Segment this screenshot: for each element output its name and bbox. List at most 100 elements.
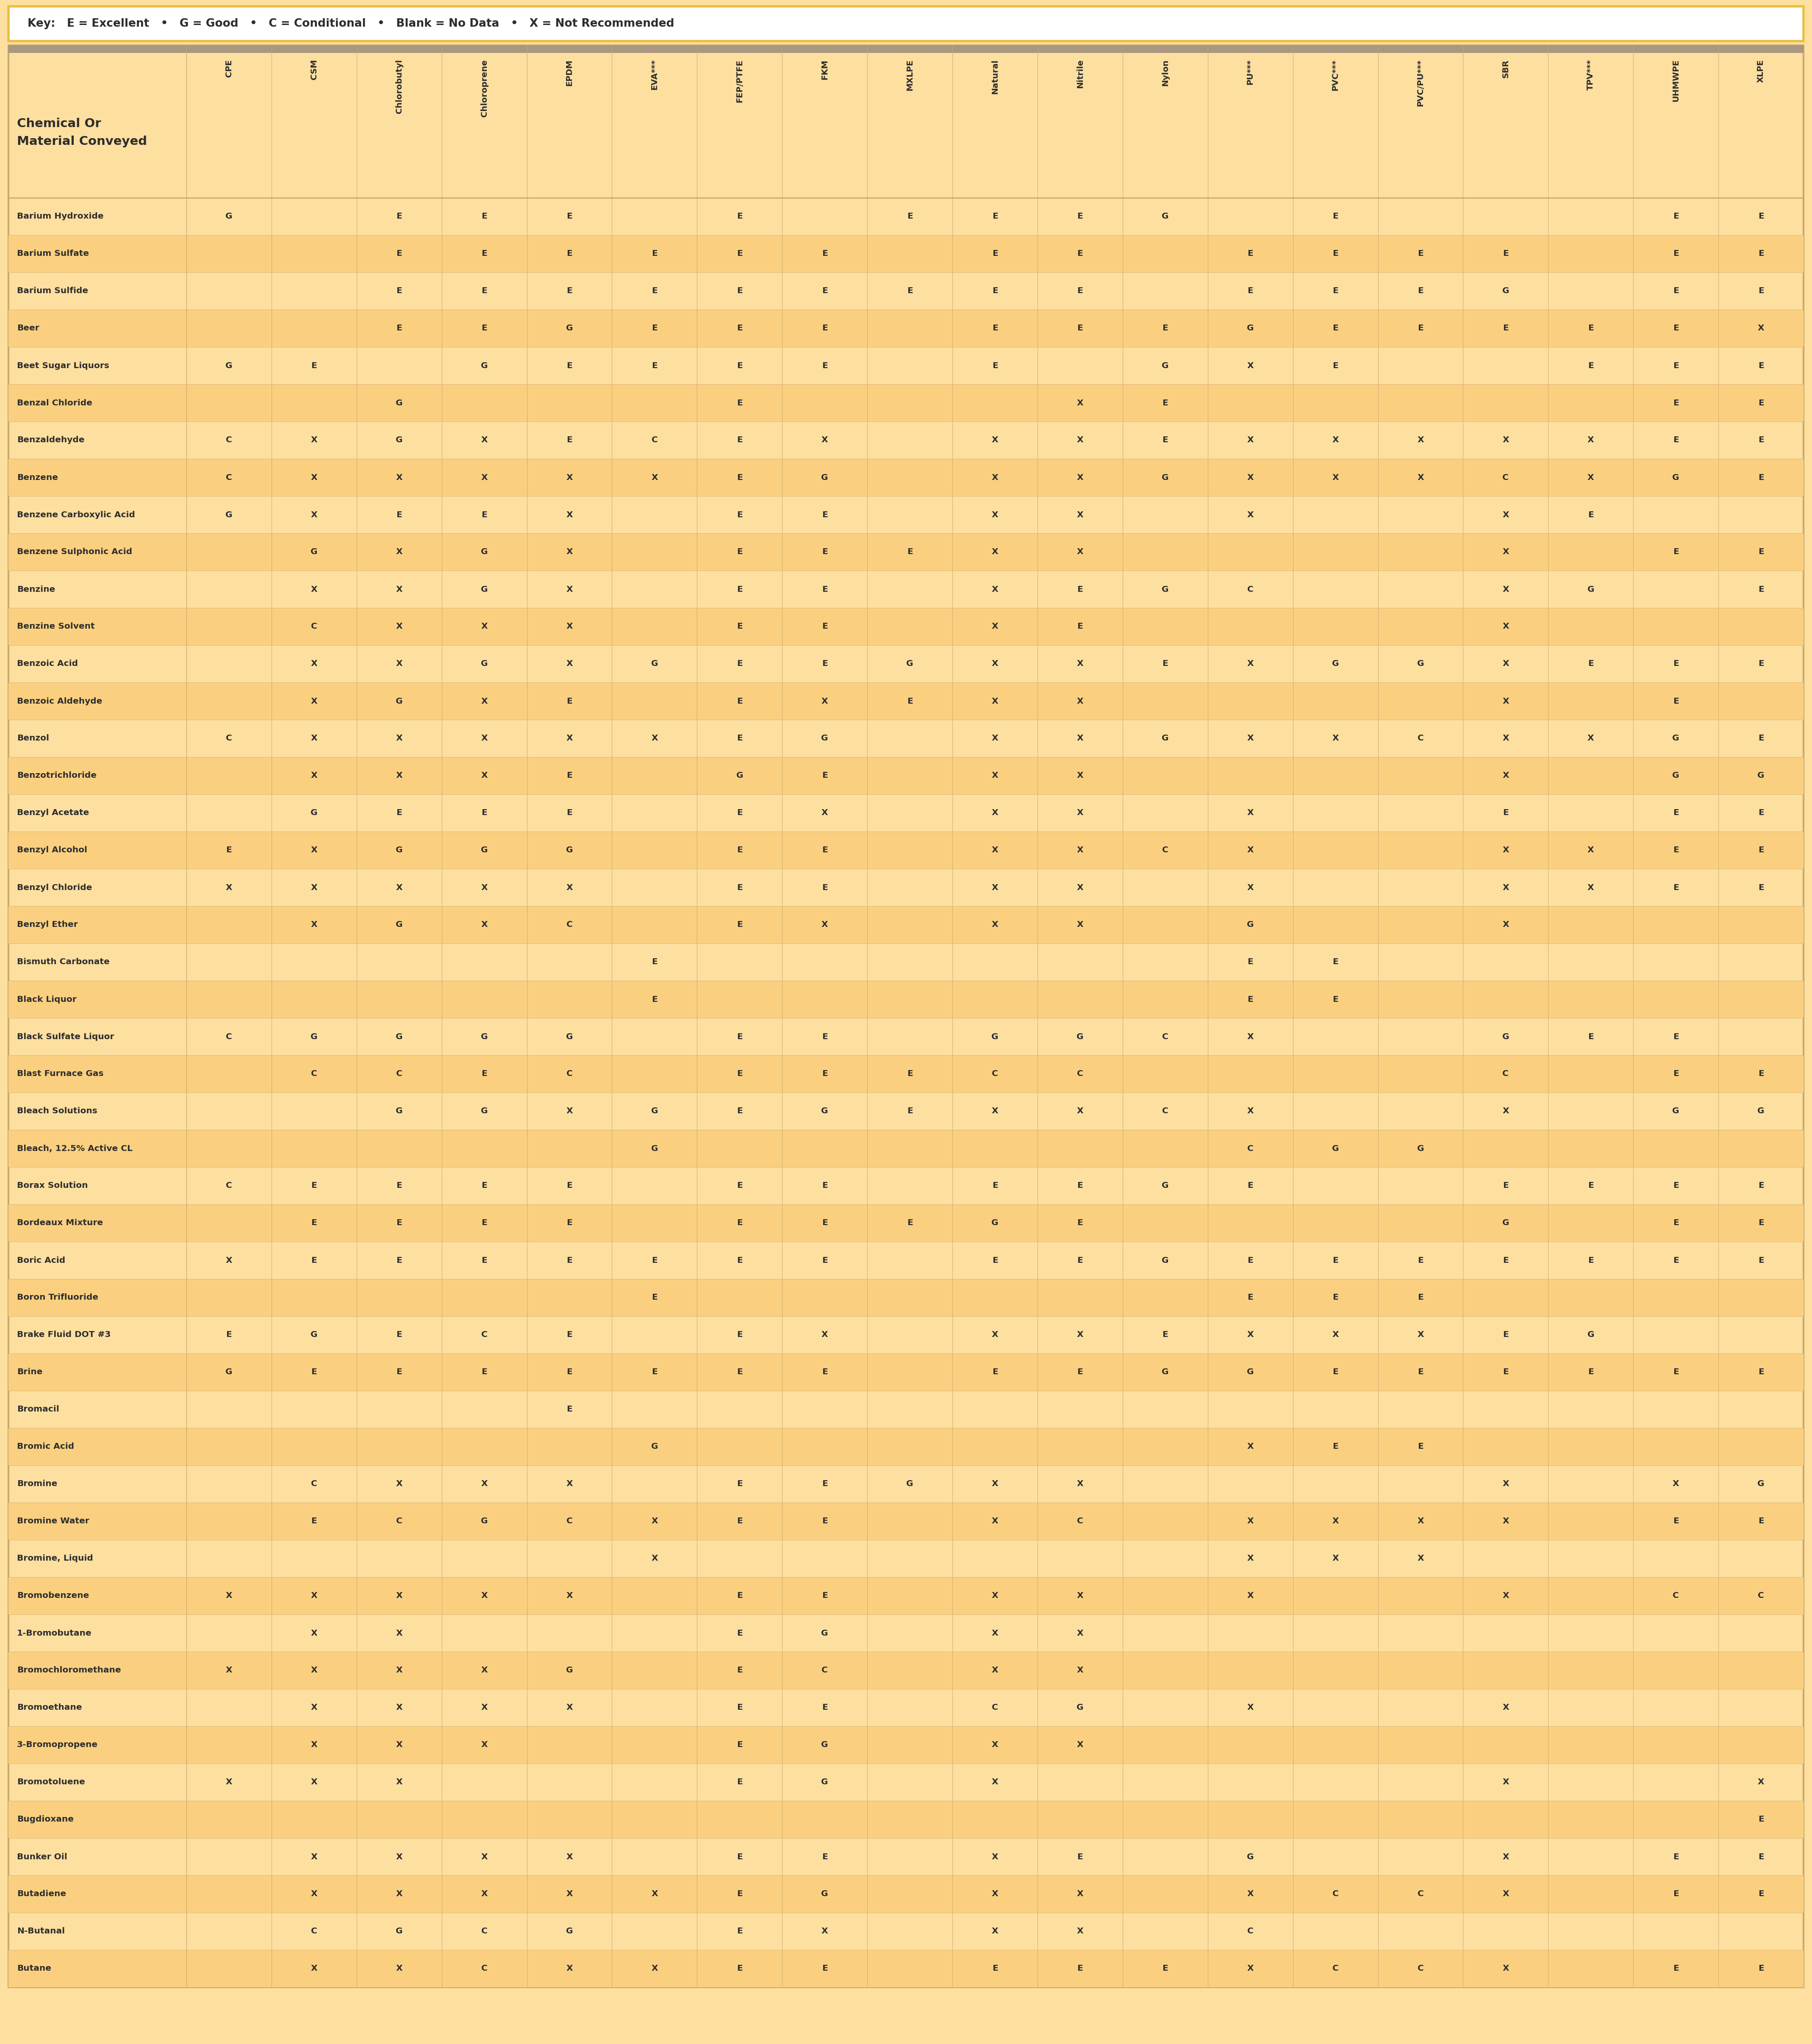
Text: E: E <box>991 325 998 333</box>
Text: E: E <box>823 1592 828 1600</box>
Text: G: G <box>991 1032 998 1040</box>
Text: X: X <box>1502 734 1509 742</box>
Text: X: X <box>1502 1852 1509 1860</box>
Text: E: E <box>737 1367 743 1376</box>
Text: X: X <box>1076 809 1084 818</box>
Text: X: X <box>1247 1891 1254 1899</box>
Text: X: X <box>1076 1629 1084 1637</box>
Text: E: E <box>823 362 828 370</box>
Text: E: E <box>823 1218 828 1226</box>
Bar <box>9 1950 1803 1987</box>
Text: N-Butanal: N-Butanal <box>16 1927 65 1936</box>
Text: E: E <box>1672 435 1678 444</box>
Text: Beet Sugar Liquors: Beet Sugar Liquors <box>16 362 109 370</box>
Text: E: E <box>1247 1257 1254 1265</box>
Text: X: X <box>312 585 317 593</box>
Text: Key:   E = Excellent   •   G = Good   •   C = Conditional   •   Blank = No Data : Key: E = Excellent • G = Good • C = Cond… <box>27 18 674 29</box>
Text: E: E <box>737 1108 743 1116</box>
Text: G: G <box>821 1778 828 1786</box>
Text: G: G <box>1502 1032 1509 1040</box>
Text: X: X <box>480 697 487 705</box>
Text: X: X <box>480 623 487 630</box>
Text: X: X <box>991 623 998 630</box>
Text: E: E <box>1332 249 1339 258</box>
Text: E: E <box>1758 1257 1763 1265</box>
Text: E: E <box>823 511 828 519</box>
Text: X: X <box>1417 474 1424 482</box>
Text: E: E <box>482 1218 487 1226</box>
Text: E: E <box>991 213 998 221</box>
Text: G: G <box>1161 1367 1169 1376</box>
Text: 1-Bromobutane: 1-Bromobutane <box>16 1629 92 1637</box>
Text: E: E <box>737 734 743 742</box>
Text: Black Sulfate Liquor: Black Sulfate Liquor <box>16 1032 114 1040</box>
Text: X: X <box>821 809 828 818</box>
Bar <box>9 384 1803 421</box>
Bar <box>9 6 1803 41</box>
Text: X: X <box>1587 883 1595 891</box>
Text: E: E <box>737 213 743 221</box>
Text: X: X <box>312 1703 317 1711</box>
Text: X: X <box>480 474 487 482</box>
Text: X: X <box>1247 1592 1254 1600</box>
Text: X: X <box>395 1741 402 1750</box>
Text: 3-Bromopropene: 3-Bromopropene <box>16 1741 98 1750</box>
Text: E: E <box>1076 1218 1084 1226</box>
Text: X: X <box>480 435 487 444</box>
Text: X: X <box>565 1964 573 1972</box>
Text: E: E <box>1758 286 1763 294</box>
Text: X: X <box>1502 697 1509 705</box>
Text: E: E <box>1758 1891 1763 1899</box>
Text: E: E <box>823 1257 828 1265</box>
Text: E: E <box>482 286 487 294</box>
Text: Bunker Oil: Bunker Oil <box>16 1852 67 1860</box>
Text: E: E <box>737 1331 743 1339</box>
Text: E: E <box>737 1218 743 1226</box>
Text: Benzaldehyde: Benzaldehyde <box>16 435 85 444</box>
Text: X: X <box>1417 1331 1424 1339</box>
Text: X: X <box>1502 1964 1509 1972</box>
Text: E: E <box>1161 435 1169 444</box>
Text: X: X <box>565 660 573 668</box>
Text: E: E <box>823 286 828 294</box>
Bar <box>9 1204 1803 1241</box>
Text: X: X <box>1502 623 1509 630</box>
Text: E: E <box>823 548 828 556</box>
Text: X: X <box>1417 1517 1424 1525</box>
Text: E: E <box>823 1964 828 1972</box>
Text: G: G <box>1502 1218 1509 1226</box>
Text: E: E <box>1247 995 1254 1004</box>
Bar <box>9 683 1803 719</box>
Text: X: X <box>1076 1891 1084 1899</box>
Text: Natural: Natural <box>991 59 998 94</box>
Text: E: E <box>1587 1181 1595 1190</box>
Text: E: E <box>567 1331 573 1339</box>
Text: G: G <box>395 399 402 407</box>
Text: G: G <box>225 511 232 519</box>
Text: Benzyl Ether: Benzyl Ether <box>16 920 78 928</box>
Text: E: E <box>1758 249 1763 258</box>
Text: E: E <box>737 548 743 556</box>
Text: E: E <box>737 1891 743 1899</box>
Text: G: G <box>225 1367 232 1376</box>
Text: E: E <box>652 1367 658 1376</box>
Text: G: G <box>821 734 828 742</box>
Text: X: X <box>395 623 402 630</box>
Text: E: E <box>397 1367 402 1376</box>
Text: G: G <box>651 660 658 668</box>
Text: G: G <box>821 1741 828 1750</box>
Text: X: X <box>565 1480 573 1488</box>
Text: E: E <box>1332 1367 1339 1376</box>
Text: X: X <box>1587 435 1595 444</box>
Text: X: X <box>991 1852 998 1860</box>
Text: E: E <box>737 809 743 818</box>
Text: G: G <box>821 1629 828 1637</box>
Text: E: E <box>1758 1367 1763 1376</box>
Text: G: G <box>480 585 487 593</box>
Text: E: E <box>1161 1964 1169 1972</box>
Text: G: G <box>395 697 402 705</box>
Text: X: X <box>1247 1443 1254 1451</box>
Text: Bismuth Carbonate: Bismuth Carbonate <box>16 959 109 967</box>
Text: E: E <box>1417 286 1424 294</box>
Text: E: E <box>652 1257 658 1265</box>
